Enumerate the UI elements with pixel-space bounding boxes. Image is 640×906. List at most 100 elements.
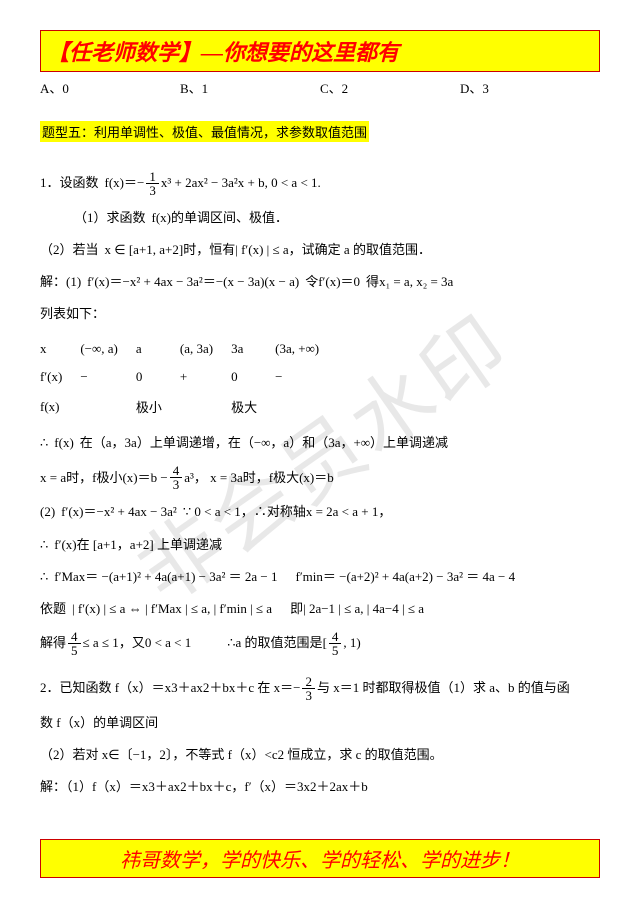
cell: − [80, 363, 136, 391]
text: ，又 [119, 632, 145, 654]
expr: | 2a−1 | ≤ a, | 4a−4 | ≤ a [303, 598, 424, 620]
q2-p2: （2）若对 x∈〔−1，2〕，不等式 f（x）<c2 恒成立，求 c 的取值范围… [40, 744, 600, 766]
sign-table: x (−∞, a) a (a, 3a) 3a (3a, +∞) f′(x) − … [40, 335, 337, 422]
sol-part2-mono: ∴ f′(x) 在 [a+1，a+2] 上单调递减 [40, 534, 600, 556]
text: 依题 [40, 598, 66, 620]
minus: − [137, 172, 144, 194]
expr: ＝ −(a+1)² + 4a(a+1) − 3a² ＝ 2a − 1 [85, 566, 277, 588]
table-header: 列表如下： [40, 303, 600, 325]
expr: ， x = 3a [194, 467, 243, 489]
expr: x = a [40, 467, 66, 489]
q2-stem: 2．已知函数 f（x）＝x3＋ax2＋bx＋c 在 x＝− 2 3 与 x＝1 … [40, 675, 600, 702]
text: 的单调区间、极值． [171, 207, 288, 229]
q1-rest: x³ + 2ax² − 3a²x + b, 0 < a < 1. [161, 172, 321, 194]
cell: 3a [231, 335, 275, 363]
text: 时，恒有 [183, 239, 235, 261]
therefore: ∴ [40, 566, 48, 588]
q2-l2: 数 f（x）的单调区间 [40, 712, 600, 734]
option-a: A、0 [40, 78, 180, 97]
option-b: B、1 [180, 78, 320, 97]
text: 即 [290, 598, 303, 620]
expr: ＝ −(a+2)² + 4a(a+2) − 3a² ＝ 4a − 4 [323, 566, 515, 588]
therefore: ∴ [40, 534, 48, 556]
q1-part1: （1）求函数 f(x) 的单调区间、极值． [40, 207, 600, 229]
expr: ≤ a ≤ 1 [83, 632, 119, 654]
frac-2-3: 2 3 [302, 675, 315, 702]
table-row: f(x) 极小 极大 [40, 391, 337, 422]
label: f′min [296, 566, 323, 588]
constraint-line: 依题 | f′(x) | ≤ a ⇔ | f′Max | ≤ a, | f′mi… [40, 598, 600, 620]
cell: 0 [136, 363, 180, 391]
footer-banner: 祎哥数学，学的快乐、学的轻松、学的进步！ [40, 839, 600, 878]
result-line: 解得 4 5 ≤ a ≤ 1 ，又 0 < a < 1 ∴a 的取值范围是 [ … [40, 630, 600, 657]
frac-den: 5 [68, 644, 81, 657]
frac-num: 1 [146, 170, 159, 184]
label: f′Max [54, 566, 85, 588]
expr: x₁ = a, x₂ = 3a [379, 271, 453, 293]
cell: f(x) [40, 391, 80, 422]
text: ∴a 的取值范围是 [227, 632, 322, 654]
text: 在（a，3a）上单调递增，在（−∞，a）和（3a，+∞）上单调递减 [80, 432, 448, 454]
frac-num: 2 [302, 675, 315, 689]
frac-4-5: 4 5 [68, 630, 81, 657]
fx: f′(x) [54, 534, 76, 556]
cell: (a, 3a) [180, 335, 231, 363]
fmax-fmin-line: ∴ f′Max ＝ −(a+1)² + 4a(a+1) − 3a² ＝ 2a −… [40, 566, 600, 588]
cell: + [180, 363, 231, 391]
cell: f′(x) [40, 363, 80, 391]
text: 在 [a+1，a+2] 上单调递减 [77, 534, 222, 556]
text: ∵ 0 < a < 1， [183, 501, 254, 523]
text: （2）若当 [40, 239, 99, 261]
q1-func-lhs: f(x)＝ [105, 172, 138, 194]
expr: 0 < a < 1 [145, 632, 191, 654]
text: ∴对称轴 [254, 501, 306, 523]
sol-part2-deriv: (2) f′(x)＝−x² + 4ax − 3a² ∵ 0 < a < 1， ∴… [40, 501, 600, 523]
mc-options: A、0 B、1 C、2 D、3 [40, 78, 600, 97]
expr: f′(x)＝0 [318, 271, 360, 293]
fx: f(x) [152, 207, 172, 229]
text: （1）求函数 [74, 207, 146, 229]
sol-line1: 解：(1) f′(x)＝−x² + 4ax − 3a²＝−(x − 3a)(x … [40, 271, 600, 293]
frac-num: 4 [68, 630, 81, 644]
expr: f′(x)＝−x² + 4ax − 3a²＝−(x − 3a)(x − a) [87, 271, 299, 293]
frac-4-3: 4 3 [170, 464, 183, 491]
extrema-line: x = a 时， f极小(x)＝b − 4 3 a³ ， x = 3a 时， f… [40, 464, 600, 491]
expr: , 1) [343, 632, 360, 654]
cell: (3a, +∞) [275, 335, 337, 363]
q1-part2: （2）若当 x ∈ [a+1, a+2] 时，恒有 | f′(x) | ≤ a … [40, 239, 600, 261]
fx: f(x) [54, 432, 74, 454]
frac-den: 3 [146, 184, 159, 197]
option-c: C、2 [320, 78, 460, 97]
text: 解得 [40, 632, 66, 654]
text: 时， [66, 467, 92, 489]
label: (2) [40, 501, 55, 523]
expr: f′(x)＝−x² + 4ax − 3a² [61, 501, 177, 523]
section-title: 题型五：利用单调性、极值、最值情况，求参数取值范围 [40, 121, 369, 142]
expr: x ∈ [a+1, a+2] [105, 239, 184, 261]
cell: 极小 [136, 391, 180, 422]
text: 2．已知函数 f（x）＝x3＋ax2＋bx＋c 在 x＝− [40, 677, 300, 699]
expr: a³ [184, 467, 194, 489]
bracket: [ [323, 632, 327, 654]
expr: f极大(x)＝b [269, 467, 334, 489]
q1-stem: 1．设函数 f(x)＝ − 1 3 x³ + 2ax² − 3a²x + b, … [40, 170, 600, 197]
expr: f极小(x)＝b − [92, 467, 168, 489]
text: 与 x＝1 时都取得极值（1）求 a、b 的值与函 [317, 677, 570, 699]
header-banner: 【任老师数学】—你想要的这里都有 [40, 30, 600, 72]
text: 得 [366, 271, 379, 293]
frac-den: 3 [170, 478, 183, 491]
page-body: 【任老师数学】—你想要的这里都有 A、0 B、1 C、2 D、3 题型五：利用单… [0, 0, 640, 828]
label: 解：(1) [40, 271, 81, 293]
cell: − [275, 363, 337, 391]
frac-1-3: 1 3 [146, 170, 159, 197]
frac-4-5b: 4 5 [329, 630, 342, 657]
therefore: ∴ [40, 432, 48, 454]
table-row: x (−∞, a) a (a, 3a) 3a (3a, +∞) [40, 335, 337, 363]
mono-conclusion: ∴ f(x) 在（a，3a）上单调递增，在（−∞，a）和（3a，+∞）上单调递减 [40, 432, 600, 454]
q1-prefix: 1．设函数 [40, 172, 99, 194]
cell: a [136, 335, 180, 363]
frac-den: 5 [329, 644, 342, 657]
text: ，试确定 a 的取值范围． [289, 239, 431, 261]
frac-num: 4 [170, 464, 183, 478]
q2-sol: 解：（1）f（x）＝x3＋ax2＋bx＋c，f′（x）＝3x2＋2ax＋b [40, 776, 600, 798]
